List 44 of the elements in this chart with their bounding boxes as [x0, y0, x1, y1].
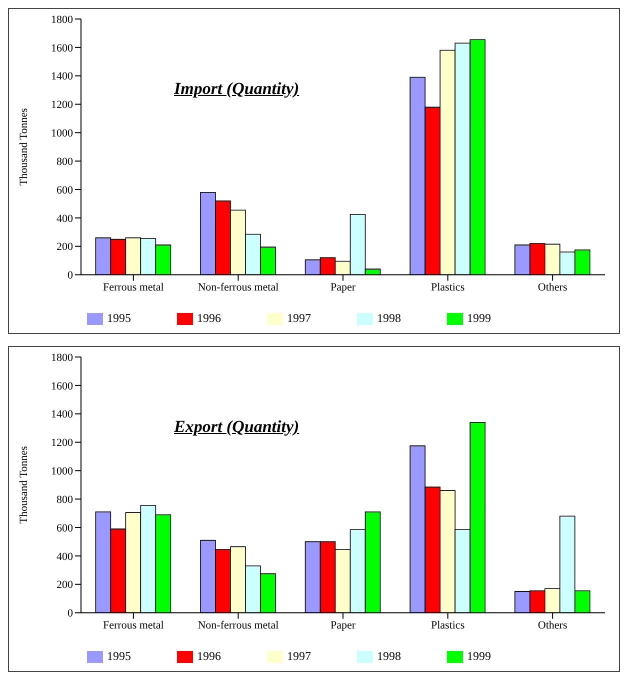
- x-tick-label: Non-ferrous metal: [198, 620, 279, 632]
- y-tick-label: 1200: [51, 437, 74, 450]
- text: Import (Quantity): [174, 79, 300, 99]
- y-tick-label: 200: [56, 241, 74, 254]
- y-tick-label: 200: [56, 579, 74, 592]
- x-tick-label: Paper: [330, 282, 356, 294]
- y-tick-label: 1200: [51, 99, 74, 112]
- legend-label: 1996: [197, 310, 221, 325]
- y-axis-title: Thousand Tonnes: [18, 446, 30, 524]
- y-tick-label: 1400: [51, 408, 74, 421]
- x-tick-label: Ferrous metal: [103, 282, 164, 294]
- y-tick-label: 0: [68, 270, 74, 282]
- x-tick-label: Non-ferrous metal: [198, 282, 279, 294]
- y-tick-label: 1600: [51, 42, 74, 54]
- y-tick-label: 600: [56, 522, 74, 534]
- legend-label: 1999: [467, 648, 491, 663]
- text: Export (Quantity): [174, 417, 300, 437]
- y-tick-label: 400: [56, 550, 74, 563]
- legend-label: 1996: [197, 648, 221, 663]
- legend-label: 1995: [107, 648, 131, 663]
- y-tick-label: 1800: [51, 14, 74, 26]
- y-tick-label: 800: [56, 156, 74, 168]
- y-tick-label: 1000: [51, 128, 74, 140]
- y-tick-label: 0: [68, 608, 74, 620]
- x-tick-label: Others: [538, 620, 568, 632]
- y-tick-label: 1400: [51, 70, 74, 83]
- x-tick-label: Plastics: [430, 282, 465, 294]
- legend-label: 1998: [377, 648, 401, 663]
- y-tick-label: 400: [56, 212, 74, 225]
- y-tick-label: 800: [56, 494, 74, 506]
- x-tick-label: Plastics: [430, 620, 465, 632]
- legend-label: 1997: [287, 648, 311, 663]
- x-tick-label: Ferrous metal: [103, 620, 164, 632]
- x-tick-label: Others: [538, 282, 568, 294]
- y-tick-label: 1600: [51, 380, 74, 392]
- x-tick-label: Paper: [330, 620, 356, 632]
- y-axis-title: Thousand Tonnes: [18, 108, 30, 186]
- y-tick-label: 1800: [51, 352, 74, 364]
- legend-label: 1997: [287, 310, 311, 325]
- legend-label: 1995: [107, 310, 131, 325]
- legend-label: 1999: [467, 310, 491, 325]
- legend-label: 1998: [377, 310, 401, 325]
- y-tick-label: 1000: [51, 466, 74, 478]
- y-tick-label: 600: [56, 184, 74, 196]
